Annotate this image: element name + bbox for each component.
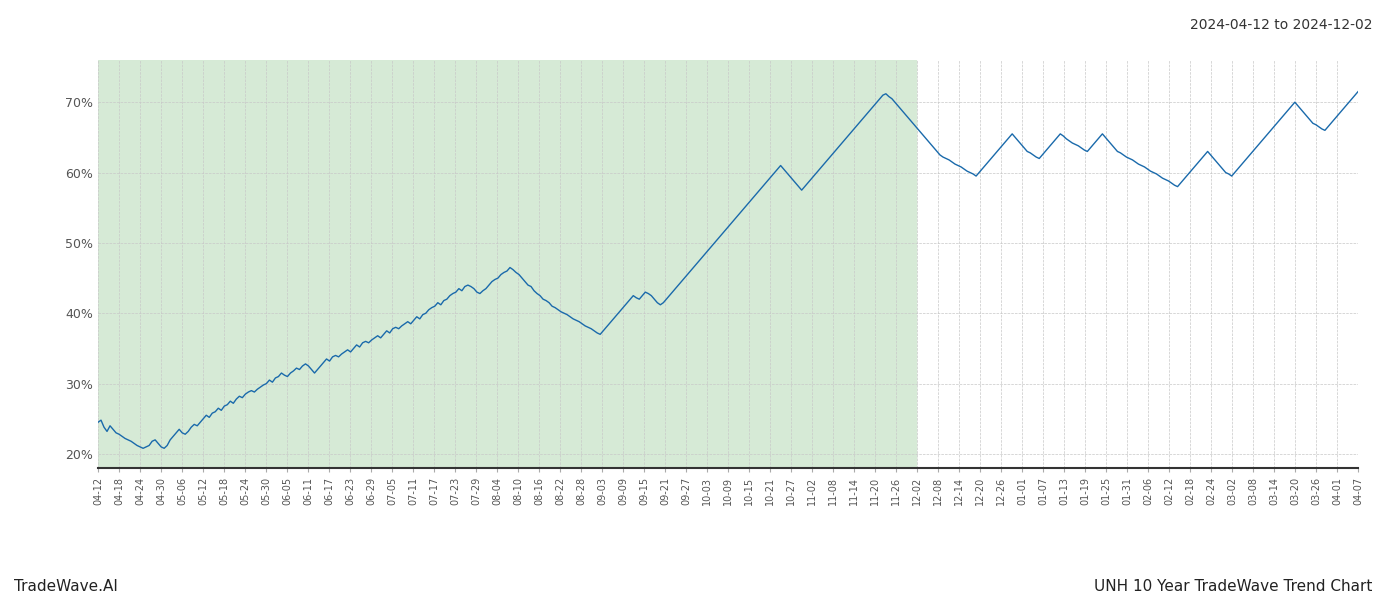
Text: TradeWave.AI: TradeWave.AI	[14, 579, 118, 594]
Text: 2024-04-12 to 2024-12-02: 2024-04-12 to 2024-12-02	[1190, 18, 1372, 32]
Text: UNH 10 Year TradeWave Trend Chart: UNH 10 Year TradeWave Trend Chart	[1093, 579, 1372, 594]
Bar	[98, 60, 916, 468]
